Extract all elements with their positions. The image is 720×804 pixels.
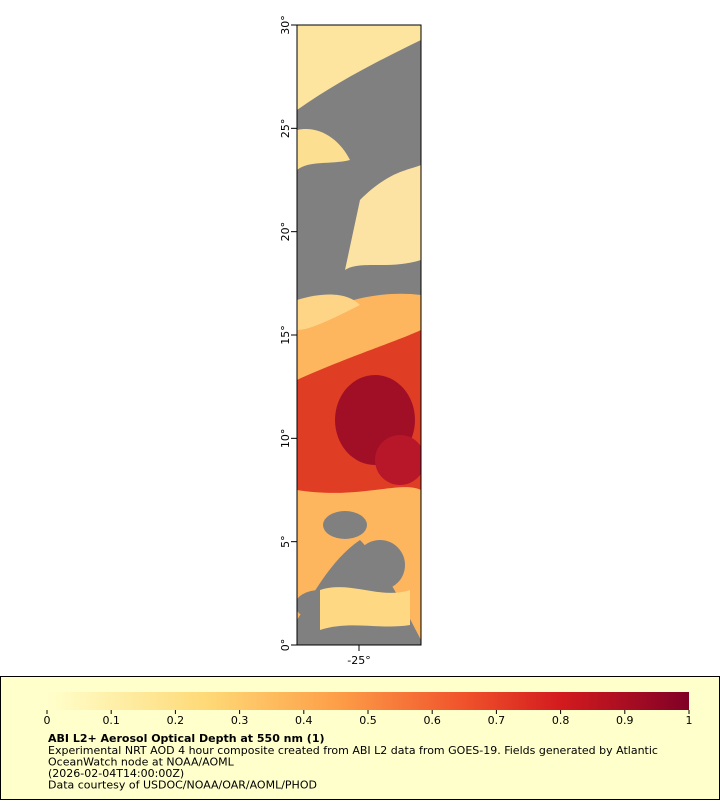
colorbar-tick-label: 0.1 [102, 714, 120, 727]
colorbar-tick-label: 0.2 [167, 714, 185, 727]
lat-tick-label: 15° [279, 325, 292, 345]
colorbar [47, 692, 689, 710]
colorbar-tick-label: 0.7 [488, 714, 506, 727]
legend-line: Experimental NRT AOD 4 hour composite cr… [48, 744, 658, 757]
legend-line: OceanWatch node at NOAA/AOML [48, 756, 235, 769]
colorbar-tick-label: 0.5 [359, 714, 377, 727]
colorbar-tick-label: 1 [686, 714, 693, 727]
lat-tick-label: 30° [279, 15, 292, 35]
colorbar-tick-label: 0.8 [552, 714, 570, 727]
map-image [297, 25, 421, 645]
legend-line: (2026-02-04T14:00:00Z) [48, 767, 184, 780]
lat-tick-label: 20° [279, 222, 292, 242]
colorbar-tick-label: 0.6 [423, 714, 441, 727]
colorbar-tick-label: 0 [44, 714, 51, 727]
lat-tick-label: 10° [279, 429, 292, 449]
legend-line: Data courtesy of USDOC/NOAA/OAR/AOML/PHO… [48, 779, 317, 792]
lat-tick-label: 5° [279, 535, 292, 548]
lon-tick-label: -25° [347, 654, 370, 667]
lat-tick-label: 0° [279, 639, 292, 652]
colorbar-tick-label: 0.4 [295, 714, 313, 727]
colorbar-tick-label: 0.3 [231, 714, 249, 727]
colorbar-tick-label: 0.9 [616, 714, 634, 727]
lat-tick-label: 25° [279, 119, 292, 139]
legend-title: ABI L2+ Aerosol Optical Depth at 550 nm … [48, 732, 325, 745]
